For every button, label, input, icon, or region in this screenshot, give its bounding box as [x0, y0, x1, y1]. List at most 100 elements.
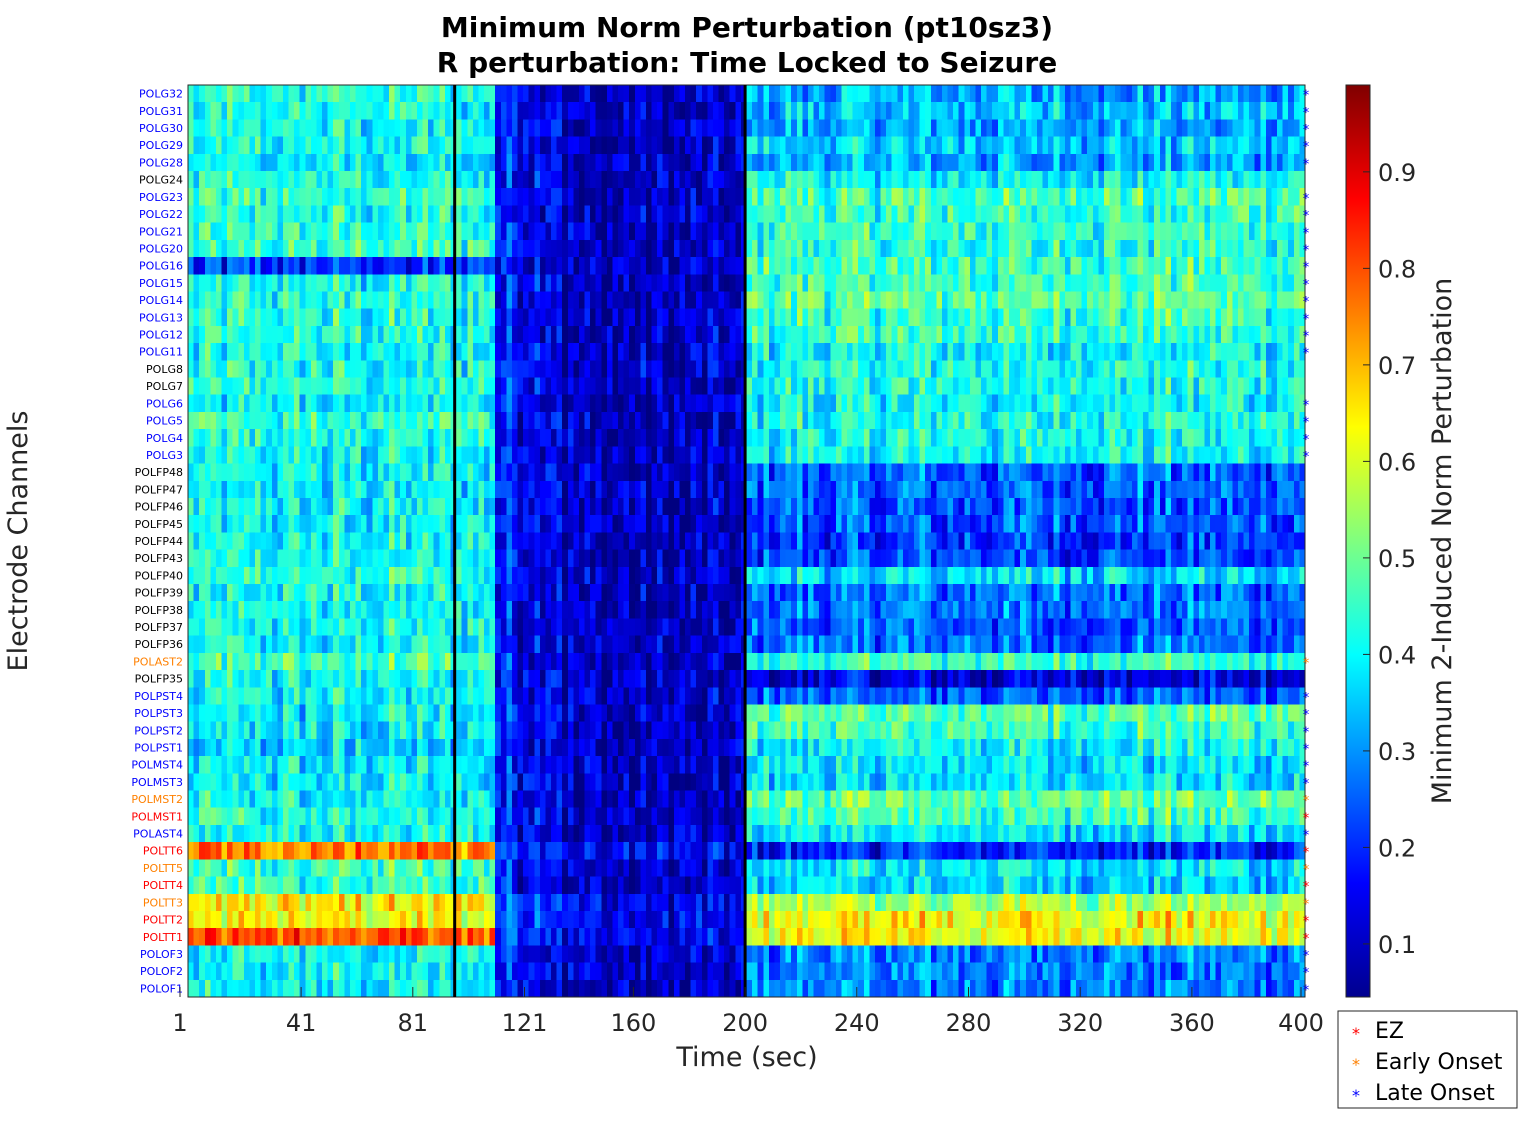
channel-group-star: *	[1303, 777, 1310, 792]
channel-group-star: *	[1303, 261, 1310, 276]
x-tick-label: 200	[722, 1009, 768, 1037]
channel-label: POLG23	[139, 191, 183, 204]
x-tick-label: 81	[398, 1009, 429, 1037]
channel-group-star: *	[1303, 416, 1310, 431]
channel-group-star: *	[1303, 811, 1310, 826]
legend-marker-early: *	[1352, 1055, 1360, 1074]
channel-label: POLG4	[146, 432, 183, 445]
channel-label: POLFP44	[135, 535, 183, 548]
channel-label: POLG11	[139, 346, 183, 359]
channel-group-star: *	[1303, 794, 1310, 809]
channel-label: POLG14	[139, 294, 183, 307]
colorbar-label: Minimum 2-Induced Norm Perturbation	[1427, 278, 1458, 805]
channel-group-star: *	[1303, 330, 1310, 345]
channel-group-star: *	[1303, 863, 1310, 878]
channel-group-star: *	[1303, 278, 1310, 293]
colorbar-tick-label: 0.9	[1378, 159, 1416, 187]
channel-group-markers: * * * * * * * * * * * * * * * * * * * * * * * * * * * * * * * * * * * * * *	[1303, 89, 1310, 999]
colorbar-tick-label: 0.3	[1378, 738, 1416, 766]
colorbar-tick-label: 0.4	[1378, 641, 1416, 669]
x-tick-label: 360	[1169, 1009, 1215, 1037]
x-tick-label: 1	[172, 1009, 187, 1037]
channel-group-star: *	[1303, 347, 1310, 362]
channel-label: POLG15	[139, 277, 183, 290]
colorbar-tick-label: 0.2	[1378, 834, 1416, 862]
channel-label: POLOF1	[140, 982, 183, 995]
colorbar-tick-label: 0.8	[1378, 255, 1416, 283]
channel-group-star: *	[1303, 398, 1310, 413]
legend-marker-ez: *	[1352, 1024, 1360, 1043]
channel-label: POLG12	[139, 329, 183, 342]
channel-label: POLPST4	[134, 690, 183, 703]
channel-group-star: *	[1303, 312, 1310, 327]
x-ticks: 1 41 81 121 160 200 240 280 320 360 400	[172, 987, 1324, 1037]
channel-label: POLTT3	[143, 896, 183, 909]
channel-label: POLMST3	[131, 776, 183, 789]
channel-label: POLFP40	[135, 569, 183, 582]
legend-label-early: Early Onset	[1375, 1050, 1503, 1075]
channel-label: POLG28	[139, 156, 183, 169]
channel-group-star: *	[1303, 450, 1310, 465]
channel-group-star: *	[1303, 157, 1310, 172]
channel-group-star: *	[1303, 708, 1310, 723]
channel-label: POLG21	[139, 225, 183, 238]
channel-group-star: *	[1303, 742, 1310, 757]
channel-group-star: *	[1303, 243, 1310, 258]
channel-label: POLFP45	[135, 518, 183, 531]
channel-group-star: *	[1303, 106, 1310, 121]
channel-label: POLG20	[139, 242, 183, 255]
channel-group-star: *	[1303, 846, 1310, 861]
channel-label: POLG8	[146, 363, 183, 376]
channel-group-star: *	[1303, 656, 1310, 671]
legend-marker-late: *	[1352, 1086, 1360, 1105]
channel-label: POLTT5	[143, 862, 183, 875]
x-tick-label: 280	[946, 1009, 992, 1037]
x-tick-label: 160	[610, 1009, 656, 1037]
channel-label: POLPST2	[134, 724, 183, 737]
channel-label: POLOF3	[140, 948, 183, 961]
channel-label: POLTT1	[143, 931, 183, 944]
legend-label-ez: EZ	[1375, 1019, 1404, 1044]
channel-label: POLMST2	[131, 793, 183, 806]
channel-label: POLG13	[139, 311, 183, 324]
chart-title-line2: R perturbation: Time Locked to Seizure	[437, 46, 1057, 79]
channel-group-star: *	[1303, 966, 1310, 981]
channel-label: POLFP35	[135, 673, 183, 686]
channel-label: POLG29	[139, 139, 183, 152]
channel-label: POLG6	[146, 397, 183, 410]
channel-label: POLFP36	[135, 638, 183, 651]
colorbar-ticks: 0.1 0.2 0.3 0.4 0.5 0.6 0.7 0.8 0.9	[1363, 159, 1416, 959]
channel-group-star: *	[1303, 983, 1310, 998]
x-tick-label: 400	[1278, 1009, 1324, 1037]
channel-label: POLFP37	[135, 621, 183, 634]
channel-label: POLG31	[139, 105, 183, 118]
channel-label: POLAST2	[133, 655, 183, 668]
channel-group-star: *	[1303, 140, 1310, 155]
channel-label: POLG7	[146, 380, 183, 393]
channel-label: POLMST4	[131, 759, 183, 772]
channel-group-star: *	[1303, 760, 1310, 775]
vertical-markers	[453, 85, 747, 997]
channel-label: POLFP46	[135, 501, 183, 514]
channel-group-star: *	[1303, 880, 1310, 895]
channel-label: POLTT6	[143, 845, 183, 858]
channel-label: POLFP47	[135, 483, 183, 496]
channel-group-star: *	[1303, 932, 1310, 947]
chart-title-line1: Minimum Norm Perturbation (pt10sz3)	[441, 11, 1053, 44]
legend-label-late: Late Onset	[1375, 1081, 1495, 1106]
channel-group-star: *	[1303, 691, 1310, 706]
channel-label: POLFP38	[135, 604, 183, 617]
channel-label: POLG22	[139, 208, 183, 221]
channel-label: POLG5	[146, 415, 183, 428]
x-tick-label: 121	[502, 1009, 548, 1037]
channel-label: POLFP43	[135, 552, 183, 565]
channel-label: POLTT2	[143, 914, 183, 927]
channel-label: POLG32	[139, 88, 183, 101]
channel-label: POLG24	[139, 174, 183, 187]
legend-box	[1337, 1010, 1518, 1109]
channel-group-star: *	[1303, 226, 1310, 241]
channel-group-star: *	[1303, 295, 1310, 310]
channel-group-star: *	[1303, 949, 1310, 964]
channel-label: POLG30	[139, 122, 183, 135]
colorbar-tick-label: 0.5	[1378, 545, 1416, 573]
